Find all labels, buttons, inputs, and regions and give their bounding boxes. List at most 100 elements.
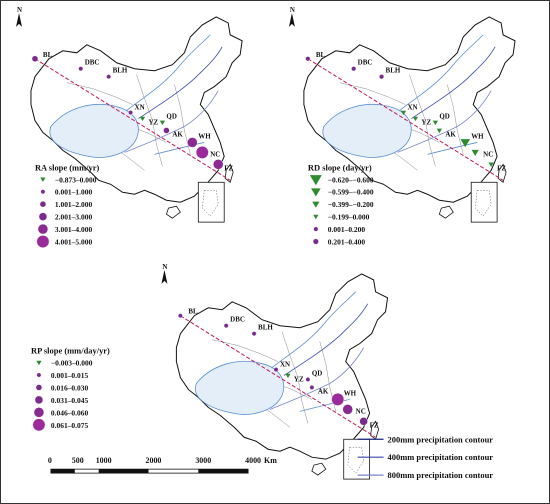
- legend-item-label: −0.620–−0.600: [328, 175, 374, 184]
- legend-symbol: [312, 201, 320, 208]
- station-label-qd: QD: [439, 113, 449, 121]
- station-marker-fz: [213, 159, 224, 170]
- legend-item-label: 0.001–1.000: [55, 188, 93, 197]
- station-marker-blh: [106, 74, 112, 80]
- station-label-yz: YZ: [294, 375, 304, 383]
- station-marker-yz: [412, 116, 419, 122]
- map-panel-ra: N BL DBC BLH XN YZ QD AK WH NC FZ RA slope (mm/yr…: [15, 6, 243, 248]
- scale-unit: Km: [264, 456, 277, 465]
- legend-item-label: 0.061–0.075: [51, 421, 89, 430]
- legend-rp: RP slope (mm/day/yr) −0.003–0.000 0.001–0…: [31, 346, 110, 432]
- legend-symbol: [313, 214, 319, 220]
- station-label-xn: XN: [407, 104, 417, 112]
- station-marker-qd: [432, 120, 438, 126]
- station-marker-fz: [359, 417, 368, 426]
- station-label-nc: NC: [356, 407, 366, 415]
- station-label-wh: WH: [198, 132, 211, 140]
- station-layer: BL DBC BLH XN YZ QD AK WH NC FZ: [177, 308, 379, 429]
- station-marker-bl: [305, 56, 311, 62]
- station-marker-ak: [436, 128, 442, 134]
- station-label-yz: YZ: [421, 119, 431, 127]
- station-marker-bl: [177, 313, 183, 319]
- legend-symbol: [36, 372, 42, 378]
- station-label-blh: BLH: [113, 67, 128, 75]
- scale-tick-label: 500: [72, 456, 84, 465]
- station-label-dbc: DBC: [358, 59, 373, 67]
- station-label-fz: FZ: [224, 164, 233, 172]
- legend-symbol: [311, 188, 321, 197]
- scale-tick-label: 2000: [146, 456, 162, 465]
- station-marker-fz: [488, 162, 494, 167]
- legend-item-label: 0.016–0.030: [51, 383, 89, 392]
- contour-legend-label: 200mm precipitation contour: [388, 434, 494, 444]
- station-label-yz: YZ: [149, 119, 159, 127]
- station-marker-xn: [128, 110, 133, 115]
- legend-title: RP slope (mm/day/yr): [31, 346, 110, 356]
- legend-item-label: 0.201–0.400: [328, 238, 366, 247]
- station-marker-nc: [471, 149, 479, 156]
- legend-item-label: 0.001–0.200: [328, 225, 366, 234]
- legend-symbol: [35, 384, 43, 391]
- legend-symbol: [32, 418, 46, 432]
- scale-tick-label: 3000: [195, 456, 211, 465]
- station-label-bl: BL: [316, 51, 326, 59]
- station-layer: BL DBC BLH XN YZ QD AK WH NC FZ: [31, 51, 233, 172]
- legend-item-label: −0.599–−0.400: [328, 188, 374, 197]
- legend-symbol: [37, 223, 49, 235]
- legend-symbol: [34, 395, 44, 405]
- contour-legend-label: 800mm precipitation contour: [388, 470, 494, 480]
- station-marker-dbc: [223, 323, 229, 329]
- station-label-qd: QD: [312, 370, 322, 378]
- contour-legend: 200mm precipitation contour 400mm precipi…: [357, 434, 494, 480]
- legend-item-label: 3.001–4.000: [55, 225, 93, 234]
- legend-symbol: [313, 226, 319, 232]
- contour-legend-label: 400mm precipitation contour: [388, 452, 494, 462]
- station-label-fz: FZ: [370, 421, 379, 429]
- station-label-nc: NC: [210, 150, 220, 158]
- station-marker-qd: [159, 120, 166, 126]
- legend-item-label: −0.873–0.000: [55, 175, 97, 184]
- legend-symbol: [309, 175, 322, 186]
- legend-item-label: 0.001–0.015: [51, 371, 89, 380]
- north-label: N: [17, 6, 22, 14]
- station-marker-blh: [251, 331, 257, 337]
- legend-ra: RA slope (mm/yr) −0.873–0.000 0.001–1.000…: [35, 162, 100, 248]
- station-marker-xn: [273, 367, 279, 372]
- station-marker-xn: [400, 110, 407, 116]
- legend-symbol: [33, 407, 45, 418]
- scale-tick-label: 0: [48, 456, 52, 465]
- north-label: N: [162, 263, 167, 271]
- north-label: N: [290, 6, 295, 14]
- legend-title: RD slope (day/yr): [308, 162, 372, 172]
- station-label-blh: BLH: [386, 67, 401, 75]
- station-label-ak: AK: [445, 130, 456, 138]
- legend-item-label: 4.001–5.000: [55, 238, 93, 247]
- station-label-nc: NC: [483, 150, 493, 158]
- station-label-dbc: DBC: [85, 59, 100, 67]
- legend-title: RA slope (mm/yr): [35, 162, 100, 172]
- map-panel-rp: N BL DBC BLH XN YZ QD AK WH NC FZ RP slope (mm/da…: [31, 263, 389, 480]
- legend-symbol: [38, 212, 48, 221]
- legend-item-label: 2.001–3.000: [55, 213, 93, 222]
- legend-item-label: 0.046–0.060: [51, 408, 89, 417]
- station-marker-yz: [285, 373, 291, 379]
- station-label-qd: QD: [166, 113, 176, 121]
- station-label-blh: BLH: [258, 324, 273, 332]
- station-marker-nc: [342, 404, 353, 415]
- scale-tick-label: 4000: [245, 456, 261, 465]
- legend-symbol: [39, 201, 47, 208]
- legend-item-label: 0.031–0.045: [51, 396, 89, 405]
- station-label-fz: FZ: [497, 164, 506, 172]
- scale-bar: 0 500 1000 2000 3000 4000 Km: [48, 456, 277, 474]
- station-marker-wh: [187, 137, 198, 148]
- station-marker-qd: [305, 377, 311, 382]
- station-marker-wh: [331, 393, 345, 406]
- station-label-xn: XN: [280, 361, 290, 369]
- station-label-wh: WH: [471, 132, 484, 140]
- legend-symbol: [36, 235, 50, 248]
- station-label-bl: BL: [43, 51, 53, 59]
- legend-item-label: −0.003–0.000: [51, 359, 93, 368]
- legend-symbol: [312, 238, 319, 245]
- legend-item-label: 1.001–2.000: [55, 200, 93, 209]
- station-marker-ak: [309, 385, 315, 390]
